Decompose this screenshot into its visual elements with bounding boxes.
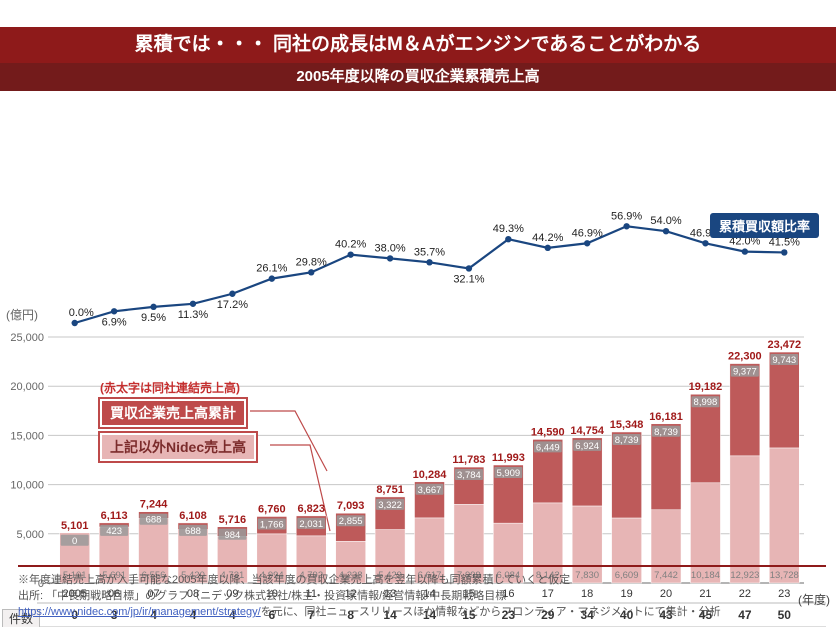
svg-text:14,754: 14,754 [570, 425, 605, 437]
svg-text:29.8%: 29.8% [296, 256, 327, 268]
svg-text:40.2%: 40.2% [335, 239, 366, 251]
page-title: 累積では・・・ 同社の成長はM＆Aがエンジンであることがわかる [0, 27, 836, 63]
svg-text:2,031: 2,031 [299, 519, 323, 530]
svg-text:14,590: 14,590 [531, 426, 565, 438]
svg-text:23,472: 23,472 [767, 339, 801, 351]
footer-source-link[interactable]: https://www.nidec.com/jp/ir/management/s… [18, 606, 261, 618]
svg-text:26.1%: 26.1% [256, 263, 287, 275]
svg-text:10,284: 10,284 [413, 469, 448, 481]
svg-text:2,855: 2,855 [339, 516, 363, 527]
svg-text:9,743: 9,743 [772, 355, 796, 366]
svg-text:3,322: 3,322 [378, 500, 402, 511]
svg-text:5,716: 5,716 [219, 514, 247, 526]
svg-text:8,739: 8,739 [654, 427, 678, 438]
svg-text:46.9%: 46.9% [572, 227, 603, 239]
svg-text:6,760: 6,760 [258, 503, 286, 515]
svg-text:6,823: 6,823 [297, 503, 325, 515]
svg-text:5,101: 5,101 [61, 520, 89, 532]
svg-text:44.2%: 44.2% [532, 232, 563, 244]
svg-text:1,766: 1,766 [260, 519, 284, 530]
svg-text:54.0%: 54.0% [650, 215, 681, 227]
svg-text:423: 423 [106, 526, 122, 537]
svg-text:6,113: 6,113 [101, 510, 128, 522]
svg-text:5,000: 5,000 [16, 529, 44, 541]
svg-text:32.1%: 32.1% [453, 273, 484, 285]
svg-text:0: 0 [72, 536, 77, 547]
subtitle: 2005年度以降の買収企業累積売上高 [0, 63, 836, 91]
svg-text:17.2%: 17.2% [217, 299, 248, 311]
svg-text:3,667: 3,667 [418, 485, 442, 496]
svg-text:19,182: 19,182 [689, 381, 723, 393]
svg-text:9,377: 9,377 [733, 367, 757, 378]
svg-text:15,000: 15,000 [10, 430, 44, 442]
svg-text:11,783: 11,783 [452, 454, 485, 466]
svg-text:688: 688 [146, 515, 162, 526]
legend-upper-bar: 買収企業売上高累計 [100, 399, 246, 427]
svg-text:9.5%: 9.5% [141, 312, 166, 324]
legend-lower-bar: 上記以外Nidec売上高 [100, 433, 256, 461]
svg-text:6,108: 6,108 [179, 510, 207, 522]
svg-text:22,300: 22,300 [728, 351, 762, 363]
svg-text:8,739: 8,739 [615, 435, 639, 446]
svg-text:41.5%: 41.5% [769, 236, 800, 248]
svg-text:6,924: 6,924 [575, 441, 599, 452]
svg-text:16,181: 16,181 [649, 411, 683, 423]
svg-text:5,909: 5,909 [496, 468, 520, 479]
svg-text:688: 688 [185, 526, 201, 537]
footer-line-2-prefix: 出所: 「中長期戦略目標」のグラフ（ニデック株式会社/株主・投資家情報/経営情報… [18, 590, 506, 602]
svg-text:56.9%: 56.9% [611, 210, 642, 222]
svg-text:984: 984 [224, 530, 240, 541]
svg-text:20,000: 20,000 [10, 381, 44, 393]
svg-text:8,998: 8,998 [694, 397, 718, 408]
svg-text:11,993: 11,993 [492, 452, 525, 464]
svg-text:6.9%: 6.9% [102, 316, 127, 328]
line-series-legend: 累積買収額比率 [710, 213, 819, 238]
y-axis-unit-label: (億円) [6, 306, 38, 323]
chart-container: (億円) (年度) 累積買収額比率 (赤太字は同社連結売上高) 買収企業売上高累… [0, 91, 836, 627]
footer-line-1: ※年度連結売上高が入手可能な2005年度以降、当該年度の買収企業売上高を翌年以降… [18, 573, 826, 589]
svg-text:10,000: 10,000 [10, 480, 44, 492]
svg-text:8,751: 8,751 [376, 484, 404, 496]
svg-text:25,000: 25,000 [10, 332, 44, 344]
svg-text:3,784: 3,784 [457, 470, 481, 481]
svg-text:38.0%: 38.0% [374, 242, 405, 254]
svg-text:7,093: 7,093 [337, 500, 365, 512]
svg-text:11.3%: 11.3% [178, 309, 209, 321]
svg-text:7,244: 7,244 [140, 499, 168, 511]
svg-text:35.7%: 35.7% [414, 246, 445, 258]
chart-svg: 05,00010,00015,00020,00025,0005,10105,10… [0, 91, 836, 627]
svg-text:6,449: 6,449 [536, 442, 560, 453]
footer-line-2-suffix: を元に、同社ニュースリリースほか情報などからフロンティア・マネジメントにて集計・… [261, 606, 721, 618]
svg-text:15,348: 15,348 [610, 419, 644, 431]
svg-text:0.0%: 0.0% [69, 307, 94, 319]
svg-text:49.3%: 49.3% [493, 223, 524, 235]
footer-notes: ※年度連結売上高が入手可能な2005年度以降、当該年度の買収企業売上高を翌年以降… [18, 565, 826, 621]
red-footnote: (赤太字は同社連結売上高) [100, 379, 240, 396]
